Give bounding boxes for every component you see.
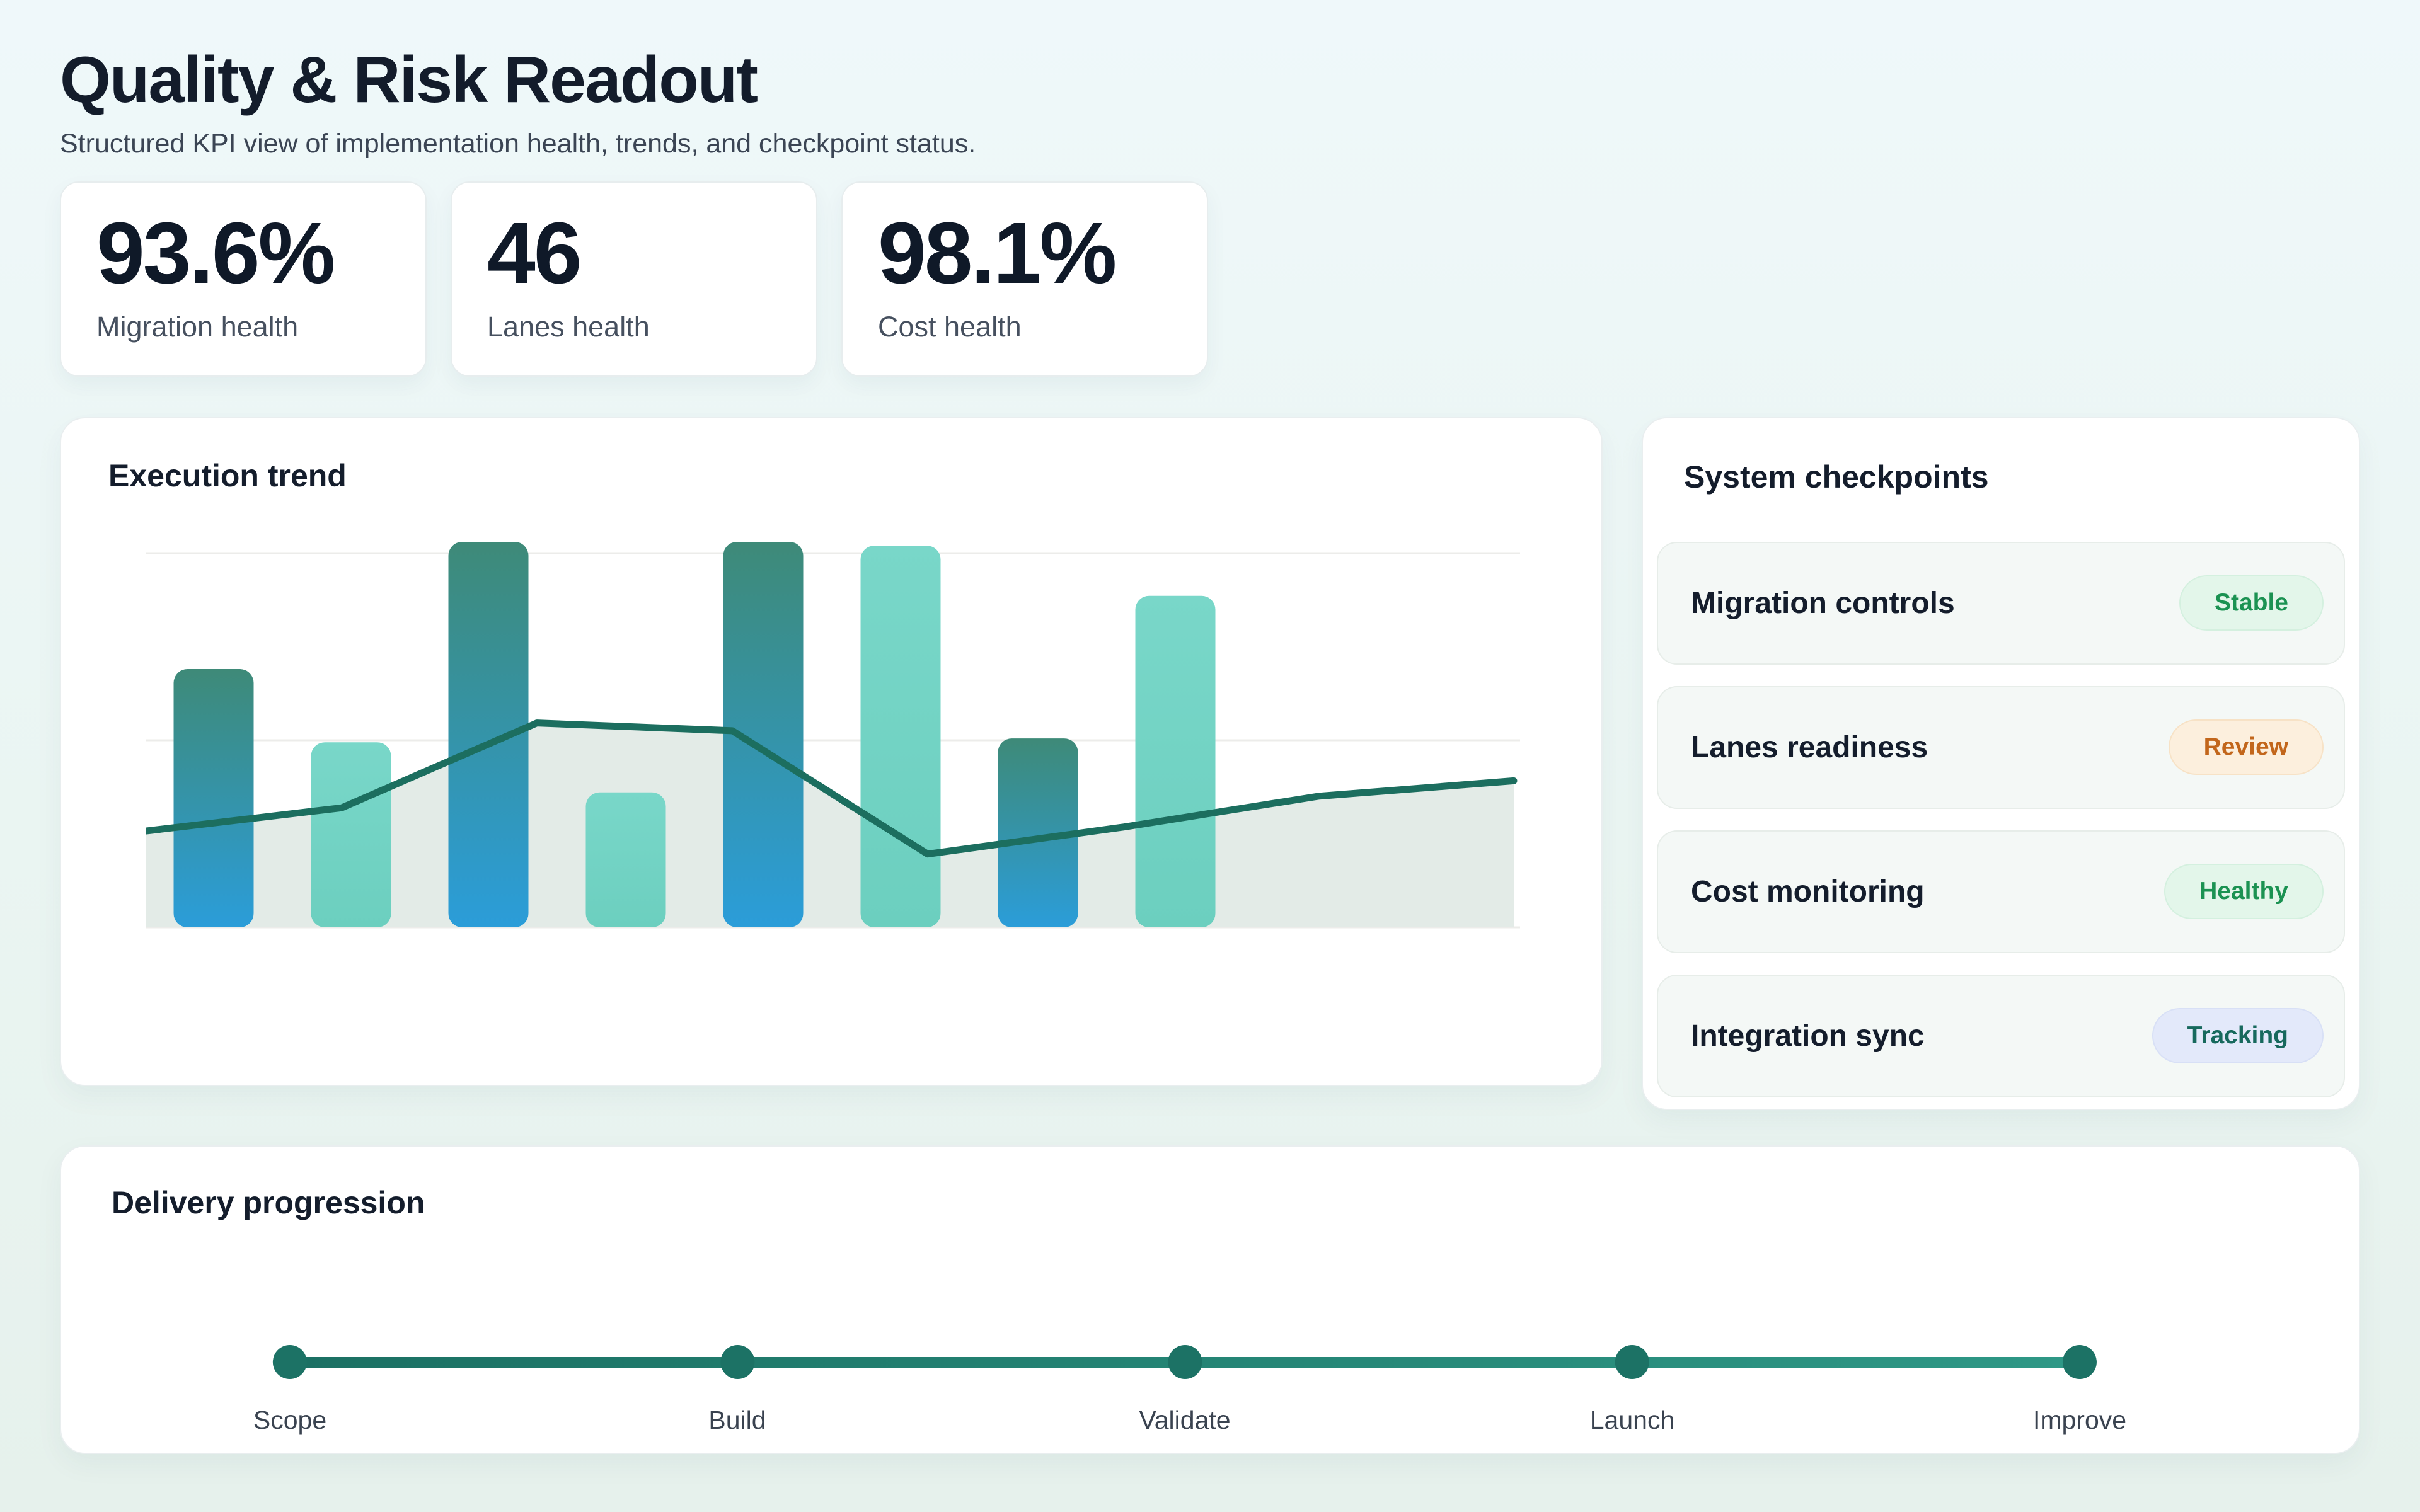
execution-trend-chart	[146, 541, 1520, 929]
trend-line-path	[146, 719, 1518, 858]
checkpoint-label: Migration controls	[1691, 586, 1955, 620]
kpi-card-migration-health: 93.6% Migration health	[60, 181, 427, 377]
kpi-value: 98.1%	[878, 204, 1117, 302]
milestone-launch: Launch	[1589, 1344, 1675, 1435]
execution-trend-card: Execution trend	[60, 416, 1603, 1086]
milestone-dot	[272, 1344, 307, 1379]
system-checkpoints-card: System checkpoints Migration controls St…	[1642, 416, 2360, 1110]
kpi-card-cost-health: 98.1% Cost health	[841, 181, 1208, 377]
milestone-build: Build	[708, 1344, 766, 1435]
kpi-label: Migration health	[96, 310, 299, 343]
execution-trend-title: Execution trend	[108, 457, 347, 493]
trend-bar	[585, 792, 666, 927]
status-badge: Tracking	[2152, 1008, 2324, 1064]
milestone-dot	[1168, 1344, 1202, 1379]
milestone-dot	[2062, 1344, 2097, 1379]
kpi-label: Cost health	[878, 310, 1022, 343]
page-subtitle: Structured KPI view of implementation he…	[60, 129, 976, 159]
milestone-label: Scope	[253, 1405, 327, 1435]
kpi-row: 93.6% Migration health 46 Lanes health 9…	[60, 181, 2360, 377]
milestone-label: Improve	[2032, 1405, 2127, 1435]
checkpoint-row-migration-controls: Migration controls Stable	[1657, 541, 2345, 665]
trend-bar	[1135, 595, 1216, 927]
trend-bar	[860, 545, 941, 927]
trend-bar	[723, 541, 804, 927]
kpi-value: 93.6%	[96, 204, 335, 302]
kpi-label: Lanes health	[487, 310, 650, 343]
status-badge: Review	[2168, 719, 2324, 776]
checkpoint-row-cost-monitoring: Cost monitoring Healthy	[1657, 830, 2345, 953]
page-header: Quality & Risk Readout Structured KPI vi…	[60, 44, 2360, 160]
main-row: Execution trend Sys	[60, 416, 2360, 1110]
delivery-timeline: Scope Build Validate Launch Improve	[253, 1344, 2126, 1435]
trend-bar	[998, 738, 1078, 927]
checkpoint-label: Lanes readiness	[1691, 730, 1928, 764]
kpi-value: 46	[487, 204, 582, 302]
checkpoint-row-lanes-readiness: Lanes readiness Review	[1657, 685, 2345, 809]
checkpoint-row-integration-sync: Integration sync Tracking	[1657, 974, 2345, 1097]
trend-bars	[173, 541, 1216, 927]
kpi-card-lanes-health: 46 Lanes health	[451, 181, 817, 377]
status-badge: Healthy	[2164, 864, 2324, 920]
system-checkpoints-title: System checkpoints	[1684, 459, 1989, 495]
milestone-label: Build	[708, 1405, 766, 1435]
page-title: Quality & Risk Readout	[60, 43, 758, 117]
milestone-validate: Validate	[1139, 1344, 1231, 1435]
milestone-label: Validate	[1139, 1405, 1231, 1435]
milestone-label: Launch	[1589, 1405, 1675, 1435]
checkpoint-list: Migration controls Stable Lanes readines…	[1657, 541, 2345, 1097]
trend-bar	[448, 541, 529, 927]
delivery-progression-card: Delivery progression Scope Build Validat…	[60, 1145, 2360, 1454]
status-badge: Stable	[2179, 575, 2324, 631]
milestone-improve: Improve	[2032, 1344, 2127, 1435]
checkpoint-label: Integration sync	[1691, 1019, 1925, 1053]
milestone-dot	[720, 1344, 754, 1379]
milestone-scope: Scope	[253, 1344, 327, 1435]
trend-bar	[311, 742, 391, 927]
trend-bar	[173, 668, 254, 927]
trend-line	[146, 719, 1518, 858]
checkpoint-label: Cost monitoring	[1691, 874, 1925, 908]
delivery-progression-title: Delivery progression	[112, 1184, 425, 1220]
milestone-dot	[1615, 1344, 1649, 1379]
